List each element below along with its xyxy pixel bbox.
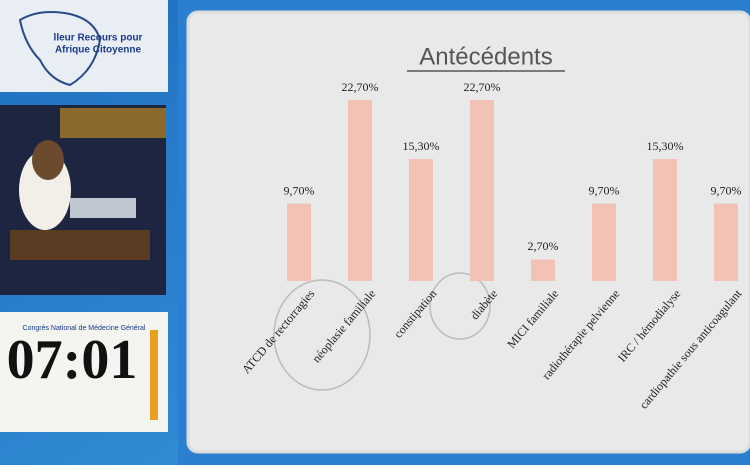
slide bbox=[186, 10, 750, 454]
bar bbox=[409, 159, 433, 281]
logo-text: lleur Recours pour bbox=[54, 33, 143, 44]
value-label: 22,70% bbox=[342, 80, 379, 94]
laptop bbox=[70, 198, 136, 218]
bar bbox=[348, 100, 372, 281]
congress-text: Congrès National de Médecine Général bbox=[23, 325, 146, 332]
lectern bbox=[10, 230, 150, 260]
bar bbox=[653, 159, 677, 281]
annotation-circle bbox=[273, 279, 371, 391]
bar bbox=[531, 259, 555, 281]
timer: 07:01 bbox=[7, 329, 138, 391]
chart-title: Antécédents bbox=[419, 43, 552, 70]
value-label: 15,30% bbox=[647, 139, 684, 153]
timer-bar bbox=[150, 330, 158, 420]
bar bbox=[592, 203, 616, 281]
bar bbox=[714, 203, 738, 281]
video-banner bbox=[60, 108, 166, 138]
bar bbox=[287, 203, 311, 281]
timer-panel bbox=[0, 312, 168, 432]
annotation-circle bbox=[429, 272, 491, 340]
value-label: 9,70% bbox=[711, 183, 742, 197]
value-label: 2,70% bbox=[528, 239, 559, 253]
value-label: 9,70% bbox=[284, 183, 315, 197]
logo-text: Afrique Citoyenne bbox=[55, 45, 142, 56]
logo-map bbox=[18, 11, 102, 87]
value-label: 15,30% bbox=[403, 139, 440, 153]
speaker-head bbox=[32, 140, 64, 180]
value-label: 9,70% bbox=[589, 183, 620, 197]
value-label: 22,70% bbox=[464, 80, 501, 94]
bar bbox=[470, 100, 494, 281]
